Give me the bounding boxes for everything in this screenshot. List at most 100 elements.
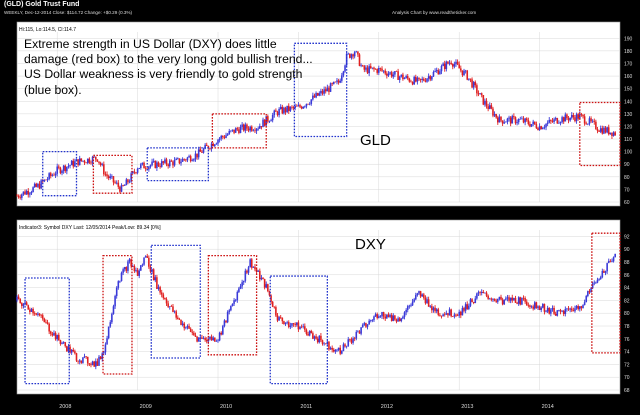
dxy-candle-body <box>148 257 150 267</box>
dxy-ytick-label: 92 <box>624 234 630 240</box>
dxy-candle-body <box>106 338 108 345</box>
dxy-candle-body <box>286 322 288 323</box>
dxy-candle-body <box>414 295 417 300</box>
gld-candle-body <box>566 114 568 119</box>
gld-candle-body <box>35 183 38 187</box>
gld-candle-body <box>603 127 605 134</box>
gld-candle-body <box>564 114 567 122</box>
dxy-candle-body <box>239 286 242 289</box>
dxy-candle-body <box>423 294 425 298</box>
gld-ytick-label: 140 <box>624 99 633 105</box>
x-axis-label: 2008 <box>59 404 71 410</box>
gld-candle-body <box>588 118 591 124</box>
gld-candle-body <box>431 76 433 80</box>
gld-blue-box <box>146 147 210 182</box>
dxy-candle-body <box>315 336 317 339</box>
gld-candle-body <box>379 68 382 69</box>
dxy-candle-body <box>181 323 184 325</box>
gld-candle-body <box>349 53 351 58</box>
gld-candle-body <box>466 70 469 80</box>
dxy-candle-body <box>455 314 457 316</box>
dxy-candle-body <box>341 351 343 354</box>
dxy-candle-body <box>257 270 259 272</box>
dxy-candle-body <box>49 331 52 334</box>
gld-candle-body <box>614 132 616 136</box>
dxy-candle-body <box>122 269 124 273</box>
gld-ytick-label: 90 <box>624 162 630 168</box>
gld-candle-body <box>445 61 448 70</box>
dxy-candle-body <box>159 287 161 293</box>
dxy-candle-body <box>540 307 543 310</box>
gld-candle-body <box>477 93 480 95</box>
dxy-candle-body <box>358 331 361 334</box>
dxy-candle-body <box>582 305 584 308</box>
gld-candle-body <box>461 70 464 76</box>
gld-candle-body <box>263 119 266 126</box>
dxy-candle-body <box>246 270 248 273</box>
dxy-candle-body <box>109 322 112 327</box>
dxy-candle-body <box>284 322 287 324</box>
gld-red-box <box>211 113 267 149</box>
gld-candle-body <box>421 78 424 80</box>
dxy-candle-body <box>135 270 137 272</box>
dxy-candle-body <box>410 305 412 306</box>
gld-candle-body <box>382 70 385 72</box>
dxy-candle-body <box>270 295 272 302</box>
gld-candle-body <box>506 118 509 122</box>
gld-candle-body <box>538 126 541 131</box>
gld-candle-body <box>234 128 237 133</box>
gld-candle-body <box>16 195 18 197</box>
gld-candle-body <box>345 53 348 66</box>
dxy-candle-body <box>469 299 472 306</box>
gld-candle-body <box>535 124 538 129</box>
gld-candle-body <box>279 106 282 109</box>
gld-candle-body <box>366 67 369 74</box>
dxy-candle-body <box>249 259 251 268</box>
gld-candle-body <box>329 83 332 92</box>
dxy-candle-body <box>521 297 523 305</box>
dxy-candle-body <box>509 297 512 301</box>
dxy-candle-body <box>291 323 293 326</box>
dxy-blue-box <box>24 277 70 385</box>
dxy-candle-body <box>603 271 605 273</box>
gld-candle-body <box>22 191 25 195</box>
dxy-candle-body <box>471 299 473 303</box>
dxy-candle-body <box>575 306 578 309</box>
gld-candle-body <box>313 95 316 98</box>
dxy-candle-body <box>498 296 501 300</box>
gld-ytick-label: 180 <box>624 49 633 55</box>
gld-candle-body <box>114 182 116 183</box>
dxy-candle-body <box>569 308 571 310</box>
gld-candle-body <box>217 139 219 144</box>
dxy-candle-body <box>66 346 68 352</box>
dxy-candle-body <box>519 297 522 305</box>
gld-candle-body <box>242 124 245 131</box>
dxy-candle-body <box>69 346 71 353</box>
gld-candle-body <box>32 187 34 192</box>
dxy-candle-body <box>398 318 401 322</box>
dxy-candle-body <box>546 307 549 312</box>
gld-candle-body <box>283 107 285 114</box>
gld-candle-body <box>59 167 62 174</box>
dxy-candle-body <box>614 253 616 258</box>
gld-candle-body <box>387 73 390 76</box>
gld-candle-body <box>361 65 364 67</box>
gld-candle-body <box>347 53 350 55</box>
dxy-candle-body <box>538 306 541 310</box>
gld-candle-body <box>151 161 153 166</box>
gld-candle-body <box>210 143 213 149</box>
dxy-candle-body <box>532 306 534 309</box>
dxy-candle-body <box>125 267 128 271</box>
dxy-candle-body <box>267 284 269 292</box>
gld-candle-body <box>572 115 575 118</box>
dxy-candle-body <box>35 313 38 315</box>
gld-candle-body <box>144 168 147 169</box>
gld-candle-body <box>424 80 427 82</box>
gld-candle-body <box>357 51 359 55</box>
dxy-candle-body <box>554 313 557 316</box>
gld-candle-body <box>17 195 20 198</box>
dxy-candle-body <box>77 360 79 362</box>
gld-candle-body <box>513 116 515 118</box>
dxy-candle-body <box>464 304 467 311</box>
gld-candle-body <box>239 126 242 133</box>
